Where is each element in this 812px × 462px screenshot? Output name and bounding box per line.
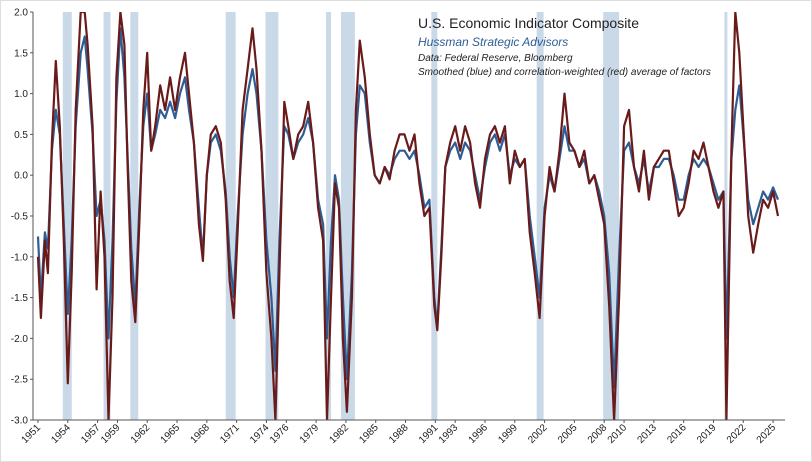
y-tick-label: -2.0	[11, 334, 29, 345]
lines	[36, 12, 780, 420]
chart-subtitle: Hussman Strategic Advisors	[418, 35, 568, 49]
recession-band	[724, 12, 728, 420]
y-tick-label: 1.0	[14, 89, 28, 100]
recession-band	[130, 12, 139, 420]
y-tick-label: -3.0	[11, 416, 29, 427]
y-tick-label: 2.0	[14, 8, 28, 19]
recession-band	[62, 12, 72, 420]
y-tick-label: -1.5	[11, 293, 29, 304]
note: Data: Federal Reserve, Bloomberg	[418, 53, 573, 64]
y-tick-label: -1.0	[11, 252, 29, 263]
y-tick-label: 0.5	[14, 130, 28, 141]
y-tick-label: 0.0	[14, 171, 28, 182]
y-tick-label: -2.5	[11, 375, 29, 386]
recession-band	[225, 12, 236, 420]
series-line	[36, 12, 780, 420]
recession-band	[326, 12, 332, 420]
y-tick-label: 1.5	[14, 48, 28, 59]
recession-band	[265, 12, 279, 420]
chart-title: U.S. Economic Indicator Composite	[418, 15, 639, 31]
note: Smoothed (blue) and correlation-weighted…	[418, 67, 711, 78]
recession-band	[603, 12, 620, 420]
recession-band	[103, 12, 111, 420]
recession-band	[431, 12, 438, 420]
y-tick-label: -0.5	[11, 212, 29, 223]
recession-band	[536, 12, 544, 420]
